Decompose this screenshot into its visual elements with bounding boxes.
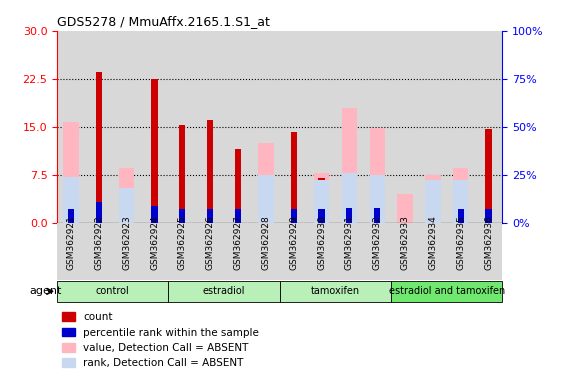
Bar (485, 209, 492, 223)
Bar (291, 132, 297, 223)
Text: agent: agent (29, 286, 62, 296)
Bar (179, 126, 186, 223)
Bar (485, 129, 492, 223)
Bar (151, 207, 158, 223)
Bar (369, 128, 385, 223)
Bar (341, 173, 357, 223)
Bar (347, 208, 352, 223)
Legend: count, percentile rank within the sample, value, Detection Call = ABSENT, rank, : count, percentile rank within the sample… (62, 313, 259, 368)
Bar (68, 209, 74, 223)
Bar (207, 209, 213, 223)
Text: tamoxifen: tamoxifen (311, 286, 360, 296)
FancyBboxPatch shape (280, 281, 391, 302)
Bar (319, 209, 324, 223)
Bar (258, 143, 274, 223)
Text: control: control (96, 286, 130, 296)
Bar (258, 175, 274, 223)
Bar (314, 180, 329, 223)
Text: estradiol and tamoxifen: estradiol and tamoxifen (389, 286, 505, 296)
Bar (397, 194, 413, 223)
Bar (63, 122, 79, 223)
Text: GDS5278 / MmuAffx.2165.1.S1_at: GDS5278 / MmuAffx.2165.1.S1_at (57, 15, 270, 28)
Bar (207, 120, 213, 223)
Bar (235, 209, 241, 223)
Bar (119, 188, 134, 223)
Bar (96, 202, 102, 223)
Bar (453, 168, 468, 223)
Bar (341, 108, 357, 223)
Bar (374, 208, 380, 223)
Bar (425, 175, 441, 223)
Bar (458, 209, 464, 223)
Bar (151, 79, 158, 223)
FancyBboxPatch shape (168, 281, 280, 302)
FancyBboxPatch shape (391, 281, 502, 302)
Bar (314, 173, 329, 223)
Bar (319, 178, 324, 223)
Bar (68, 179, 74, 223)
FancyBboxPatch shape (57, 281, 168, 302)
Bar (425, 180, 441, 223)
Bar (369, 175, 385, 223)
Bar (179, 209, 186, 223)
Bar (119, 168, 134, 223)
Bar (96, 72, 102, 223)
Bar (291, 209, 297, 223)
Bar (453, 180, 468, 223)
Bar (63, 177, 79, 223)
Text: estradiol: estradiol (203, 286, 246, 296)
Bar (235, 149, 241, 223)
